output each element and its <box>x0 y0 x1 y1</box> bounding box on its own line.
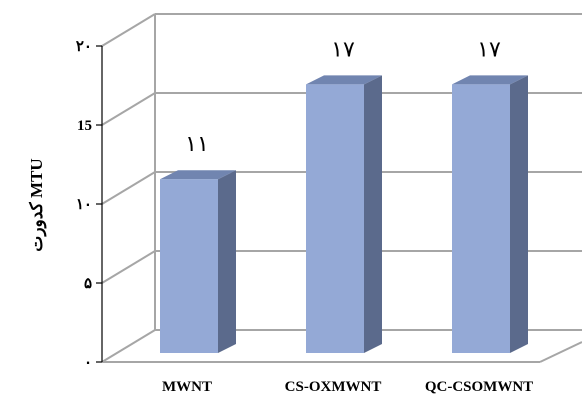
bars <box>160 75 528 354</box>
floor-right-edge <box>539 341 582 363</box>
y-tick-label: 15 <box>77 118 92 134</box>
bar-top <box>452 75 528 85</box>
x-tick-label: MWNT <box>162 379 212 395</box>
bar-front <box>306 84 364 354</box>
gridline-depth <box>101 13 156 47</box>
labels: ۰ ۵ ۱۰ 15 ۲۰ ۱۱ MWNT ۱۷ CS-OXMWNT ۱۷ QC-CSOMWNT <box>76 37 533 395</box>
bar-side <box>364 75 382 354</box>
y-axis <box>96 45 103 363</box>
bar <box>306 75 382 354</box>
bar-front <box>160 179 218 353</box>
gridline-depth <box>101 92 156 126</box>
bar-side <box>218 170 236 353</box>
x-tick-label: CS-OXMWNT <box>285 379 382 395</box>
bar-top <box>160 170 236 180</box>
y-tick-label: ۱۰ <box>76 197 92 213</box>
data-label: ۱۷ <box>331 37 355 62</box>
bar <box>160 170 236 353</box>
bar-top <box>306 75 382 85</box>
y-tick-label: ۰ <box>84 355 92 371</box>
gridline-depth <box>101 329 156 363</box>
gridline-depth <box>101 171 156 205</box>
x-tick-label: QC-CSOMWNT <box>425 379 533 395</box>
bar <box>452 75 528 354</box>
y-tick-label: ۲۰ <box>76 39 92 55</box>
bar-side <box>510 75 528 354</box>
bar-front <box>452 84 510 354</box>
y-tick-label: ۵ <box>84 276 92 292</box>
data-label: ۱۷ <box>477 37 501 62</box>
data-label: ۱۱ <box>185 132 209 157</box>
gridline-depth <box>101 250 156 284</box>
y-axis-title: کدورت MTU <box>27 158 47 251</box>
